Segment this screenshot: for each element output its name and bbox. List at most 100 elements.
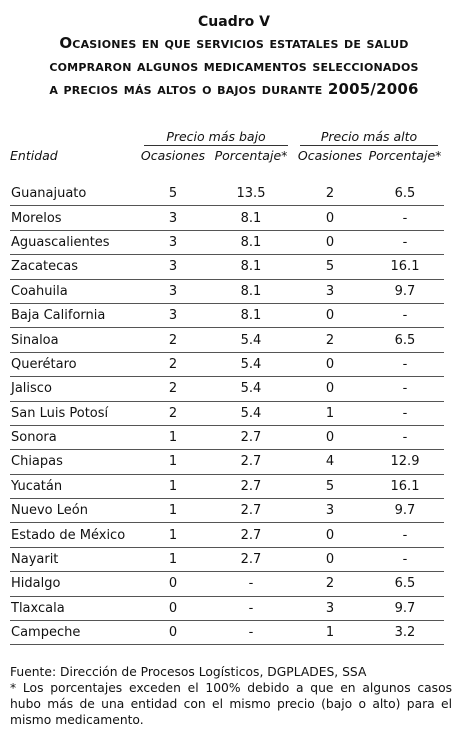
value-cell: 1 [138, 547, 208, 573]
column-header: Entidad [10, 148, 58, 163]
entity-cell: Morelos [10, 205, 138, 231]
value-cell: 0 [294, 303, 366, 329]
value-cell: - [208, 620, 294, 646]
value-cell: 0 [294, 205, 366, 231]
value-cell: - [366, 425, 444, 451]
value-cell: 6.5 [366, 571, 444, 597]
table-row: Baja California 3 8.1 0- [10, 303, 444, 329]
group-header: Precio más bajo [138, 128, 294, 146]
value-cell: 8.1 [208, 279, 294, 304]
table-row: Aguascalientes 3 8.1 0- [10, 230, 444, 256]
value-cell: 2.7 [208, 474, 294, 500]
table-row: Morelos 3 8.1 0- [10, 205, 444, 231]
table: Precio más bajo Precio más alto Entidad … [10, 128, 444, 646]
title-line: compraron algunos medicamentos seleccion… [49, 57, 419, 75]
table-row: Tlaxcala 0-3 9.7 [10, 596, 444, 622]
value-cell: 1 [294, 401, 366, 426]
source: Fuente: Dirección de Procesos Logísticos… [10, 665, 367, 679]
value-cell: 1 [138, 449, 208, 475]
value-cell: 3 [294, 498, 366, 524]
value-cell: 3.2 [366, 620, 444, 646]
column-header: Ocasiones [297, 148, 363, 163]
value-cell: 5 [294, 254, 366, 280]
value-cell: 0 [138, 571, 208, 597]
entity-cell: Estado de México [10, 522, 138, 548]
value-cell: 2 [294, 571, 366, 597]
column-header: Porcentaje* [368, 148, 442, 163]
value-cell: 2 [138, 352, 208, 378]
value-cell: 0 [294, 522, 366, 548]
table-row: Coahuila 3 8.1 3 9.7 [10, 279, 444, 304]
value-cell: 5.4 [208, 401, 294, 426]
value-cell: 5 [294, 474, 366, 500]
value-cell: 1 [294, 620, 366, 646]
value-cell: - [366, 352, 444, 378]
value-cell: 5.4 [208, 352, 294, 378]
footnote: * Los porcentajes exceden el 100% debido… [10, 681, 452, 727]
value-cell: 0 [138, 620, 208, 646]
value-cell: 0 [138, 596, 208, 622]
table-row: Hidalgo 0-2 6.5 [10, 571, 444, 597]
entity-cell: Baja California [10, 303, 138, 329]
table-row: Yucatán 1 2.7 5 16.1 [10, 474, 444, 500]
column-header: Porcentaje* [214, 148, 288, 163]
value-cell: 0 [294, 230, 366, 256]
value-cell: - [366, 376, 444, 402]
value-cell: 3 [138, 279, 208, 304]
table-row: Zacatecas 3 8.1 5 16.1 [10, 254, 444, 280]
entity-cell: Nayarit [10, 547, 138, 573]
value-cell: 3 [138, 254, 208, 280]
entity-cell: Sinaloa [10, 327, 138, 353]
header: Cuadro V Ocasiones en que servicios esta… [0, 12, 468, 101]
value-cell: 5.4 [208, 327, 294, 353]
value-cell: 16.1 [366, 474, 444, 500]
value-cell: 1 [138, 498, 208, 524]
value-cell: - [366, 401, 444, 426]
table-row: Campeche 0-1 3.2 [10, 620, 444, 646]
value-cell: 2 [138, 376, 208, 402]
value-cell: 3 [294, 596, 366, 622]
entity-cell: Aguascalientes [10, 230, 138, 256]
table-row: Nuevo León 1 2.7 3 9.7 [10, 498, 444, 524]
entity-cell: Tlaxcala [10, 596, 138, 622]
value-cell: 2 [138, 327, 208, 353]
value-cell: 3 [138, 205, 208, 231]
value-cell: 2.7 [208, 547, 294, 573]
value-cell: - [366, 547, 444, 573]
value-cell: 3 [138, 230, 208, 256]
value-cell: - [366, 303, 444, 329]
entity-cell: Sonora [10, 425, 138, 451]
table-row: Nayarit 1 2.7 0- [10, 547, 444, 573]
value-cell: 0 [294, 425, 366, 451]
table-row: Querétaro 2 5.4 0- [10, 352, 444, 378]
value-cell: 6.5 [366, 182, 444, 207]
value-cell: - [208, 571, 294, 597]
value-cell: 3 [294, 279, 366, 304]
table-row: Guanajuato 5 13.5 2 6.5 [10, 182, 444, 207]
value-cell: - [208, 596, 294, 622]
table-row: Sonora 1 2.7 0- [10, 425, 444, 451]
value-cell: 1 [138, 425, 208, 451]
value-cell: 16.1 [366, 254, 444, 280]
value-cell: - [366, 205, 444, 231]
table-row: Jalisco 2 5.4 0- [10, 376, 444, 402]
value-cell: 2 [294, 327, 366, 353]
table-row: Chiapas 1 2.7 4 12.9 [10, 449, 444, 475]
group-header-text: Precio más alto [300, 128, 438, 146]
entity-cell: Hidalgo [10, 571, 138, 597]
value-cell: 9.7 [366, 279, 444, 304]
value-cell: 5.4 [208, 376, 294, 402]
value-cell: 3 [138, 303, 208, 329]
value-cell: 4 [294, 449, 366, 475]
entity-cell: Chiapas [10, 449, 138, 475]
value-cell: 1 [138, 474, 208, 500]
value-cell: 8.1 [208, 230, 294, 256]
value-cell: 13.5 [208, 182, 294, 207]
value-cell: 0 [294, 376, 366, 402]
value-cell: 8.1 [208, 205, 294, 231]
entity-cell: Coahuila [10, 279, 138, 304]
group-header: Precio más alto [294, 128, 444, 146]
value-cell: 2.7 [208, 498, 294, 524]
value-cell: 6.5 [366, 327, 444, 353]
table-row: San Luis Potosí 2 5.4 1- [10, 401, 444, 426]
